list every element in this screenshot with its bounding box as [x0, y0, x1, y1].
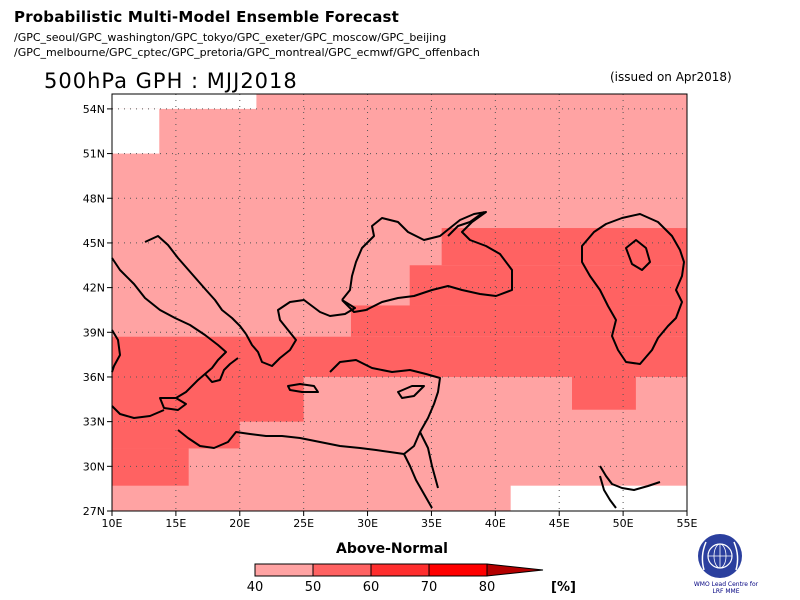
- latitude-axis: 54N 51N 48N 45N 42N 39N 36N 33N 30N 27N: [83, 103, 112, 518]
- legend-title: Above-Normal: [336, 541, 448, 557]
- probability-colorbar: 40 50 60 70 80 [%]: [247, 563, 576, 595]
- colorbar-extension-arrow: [486, 563, 544, 577]
- lon-tick-label: 55E: [677, 517, 698, 530]
- lat-tick-label: 48N: [83, 192, 105, 205]
- lon-tick-label: 30E: [357, 517, 378, 530]
- variable-period-label: 500hPa GPH : MJJ2018: [44, 69, 298, 93]
- no-data-cell: [510, 485, 687, 511]
- lon-tick-label: 40E: [485, 517, 506, 530]
- colorbar-boundary-label: 70: [421, 580, 438, 595]
- colorbar-segment: [312, 563, 372, 577]
- lat-tick-label: 42N: [83, 282, 105, 295]
- centers-list-line2: /GPC_melbourne/GPC_cptec/GPC_pretoria/GP…: [14, 46, 480, 59]
- lat-tick-label: 39N: [83, 326, 105, 339]
- centers-list-line1: /GPC_seoul/GPC_washington/GPC_tokyo/GPC_…: [14, 31, 447, 44]
- wmo-logo: [698, 534, 742, 578]
- lon-tick-label: 45E: [549, 517, 570, 530]
- colorbar-segment: [428, 563, 488, 577]
- no-data-cell: [112, 94, 257, 109]
- lon-tick-label: 15E: [165, 517, 186, 530]
- issued-date: (issued on Apr2018): [610, 70, 732, 84]
- lat-tick-label: 51N: [83, 148, 105, 161]
- probability-fill-layer: [112, 94, 687, 511]
- wmo-logo-caption: WMO Lead Centre for LRF MME: [693, 581, 759, 595]
- probability-cell-50-60: [441, 228, 687, 266]
- colorbar-unit-label: [%]: [551, 580, 576, 595]
- probability-cell-50-60: [409, 265, 687, 306]
- lat-tick-label: 45N: [83, 237, 105, 250]
- lon-tick-label: 20E: [229, 517, 250, 530]
- lon-tick-label: 25E: [293, 517, 314, 530]
- lat-tick-label: 27N: [83, 505, 105, 518]
- coastline-layer: [111, 211, 685, 509]
- map-frame: [111, 93, 688, 512]
- colorbar-boundary-label: 50: [305, 580, 322, 595]
- figure-title: Probabilistic Multi-Model Ensemble Forec…: [14, 8, 400, 26]
- colorbar-segment: [254, 563, 314, 577]
- colorbar-segment: [370, 563, 430, 577]
- lat-tick-label: 33N: [83, 416, 105, 429]
- probability-cell-50-60: [350, 305, 687, 337]
- colorbar-boundary-label: 60: [363, 580, 380, 595]
- lat-tick-label: 54N: [83, 103, 105, 116]
- lon-tick-label: 50E: [613, 517, 634, 530]
- probability-cell-50-60: [112, 448, 189, 486]
- colorbar-boundary-label: 40: [247, 580, 264, 595]
- longitude-axis: 10E 15E 20E 25E 30E 35E 40E 45E 50E 55E: [102, 511, 698, 530]
- lat-tick-label: 30N: [83, 460, 105, 473]
- colorbar-boundary-label: 80: [479, 580, 496, 595]
- laurel-right-icon: [733, 541, 739, 571]
- laurel-left-icon: [701, 541, 707, 571]
- lon-tick-label: 35E: [421, 517, 442, 530]
- probability-cell-50-60: [112, 421, 240, 449]
- probability-cell-50-60: [112, 336, 304, 422]
- lat-tick-label: 36N: [83, 371, 105, 384]
- lon-tick-label: 10E: [102, 517, 123, 530]
- probability-cell-50-60: [572, 376, 636, 410]
- no-data-cell: [112, 108, 160, 154]
